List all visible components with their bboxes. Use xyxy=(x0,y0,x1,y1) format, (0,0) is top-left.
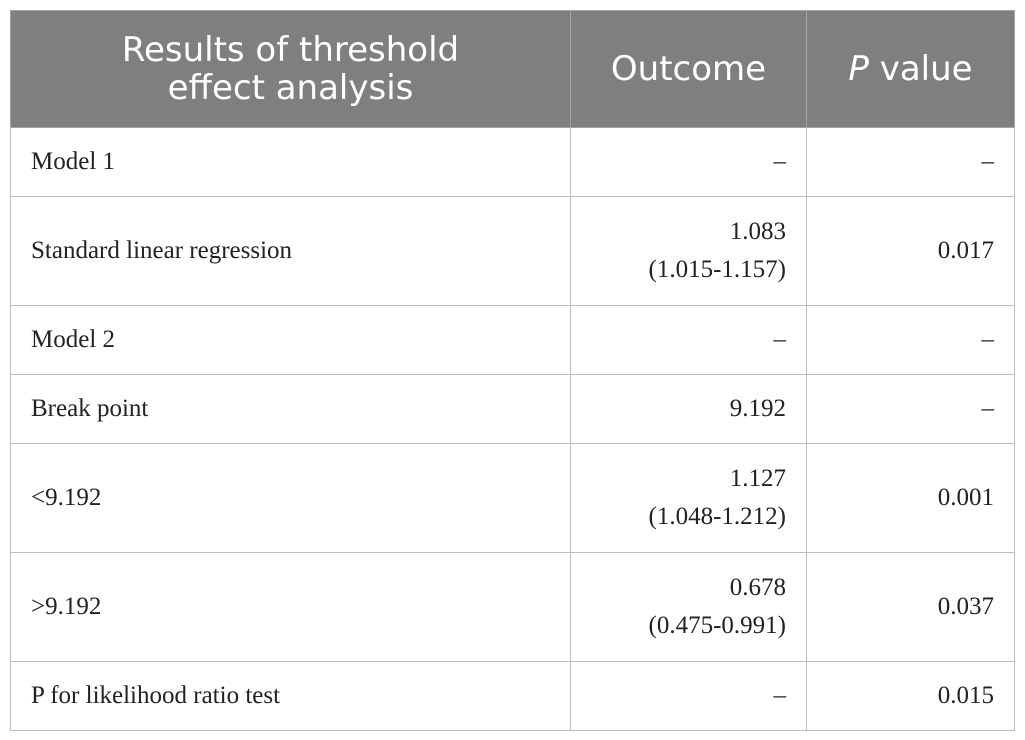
header-p-rest: value xyxy=(868,49,973,89)
row-outcome: 1.083 (1.015-1.157) xyxy=(570,196,807,306)
row-label: Model 2 xyxy=(10,305,571,375)
row-label: Model 1 xyxy=(10,127,571,197)
threshold-effect-table: Results of threshold effect analysis Out… xyxy=(10,10,1015,731)
outcome-value: 1.127 xyxy=(729,465,786,492)
table-row: Standard linear regression 1.083 (1.015-… xyxy=(10,196,1015,306)
row-label: <9.192 xyxy=(10,443,571,553)
header-p-value: P value xyxy=(806,10,1015,128)
row-p-value: – xyxy=(806,374,1015,444)
row-p-value: 0.037 xyxy=(806,552,1015,662)
row-label: P for likelihood ratio test xyxy=(10,661,571,731)
row-outcome: 0.678 (0.475-0.991) xyxy=(570,552,807,662)
table-row: Model 2 – – xyxy=(10,305,1015,375)
threshold-effect-table-container: Results of threshold effect analysis Out… xyxy=(10,10,1015,731)
table-row: >9.192 0.678 (0.475-0.991) 0.037 xyxy=(10,552,1015,662)
row-label: Standard linear regression xyxy=(10,196,571,306)
header-p-italic: P xyxy=(848,49,869,89)
row-outcome: – xyxy=(570,127,807,197)
header-outcome: Outcome xyxy=(570,10,807,128)
row-label: Break point xyxy=(10,374,571,444)
outcome-ci: (0.475-0.991) xyxy=(648,612,786,639)
table-row: Model 1 – – xyxy=(10,127,1015,197)
header-results: Results of threshold effect analysis xyxy=(10,10,571,128)
table-row: Break point 9.192 – xyxy=(10,374,1015,444)
row-label: >9.192 xyxy=(10,552,571,662)
table-row: P for likelihood ratio test – 0.015 xyxy=(10,661,1015,731)
outcome-ci: (1.015-1.157) xyxy=(648,256,786,283)
row-outcome: 9.192 xyxy=(570,374,807,444)
row-p-value: – xyxy=(806,305,1015,375)
row-p-value: 0.015 xyxy=(806,661,1015,731)
row-p-value: 0.017 xyxy=(806,196,1015,306)
row-outcome: – xyxy=(570,661,807,731)
outcome-ci: (1.048-1.212) xyxy=(648,503,786,530)
row-p-value: 0.001 xyxy=(806,443,1015,553)
outcome-value: 1.083 xyxy=(729,218,786,245)
row-outcome: – xyxy=(570,305,807,375)
table-row: <9.192 1.127 (1.048-1.212) 0.001 xyxy=(10,443,1015,553)
header-results-line1: Results of threshold xyxy=(121,30,460,70)
table-header-row: Results of threshold effect analysis Out… xyxy=(10,10,1015,128)
row-outcome: 1.127 (1.048-1.212) xyxy=(570,443,807,553)
row-p-value: – xyxy=(806,127,1015,197)
outcome-value: 0.678 xyxy=(729,574,786,601)
header-results-line2: effect analysis xyxy=(167,68,414,108)
